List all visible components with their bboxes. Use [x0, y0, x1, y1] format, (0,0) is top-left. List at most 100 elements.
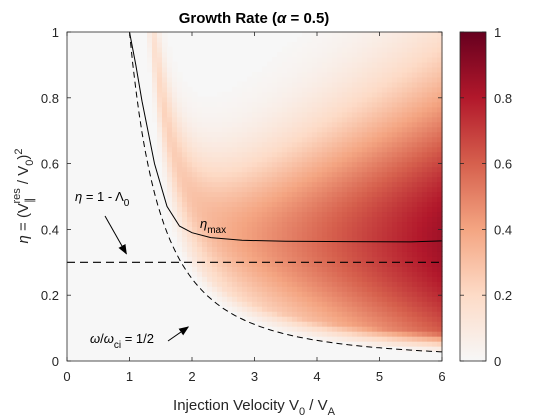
heatmap-cell [417, 301, 423, 307]
heatmap-cell [347, 61, 353, 68]
heatmap-cell [402, 341, 408, 347]
heatmap-cell [297, 91, 303, 98]
heatmap-cell [342, 136, 348, 143]
heatmap-cell [347, 161, 353, 168]
heatmap-cell [432, 221, 438, 227]
heatmap-cell [397, 186, 403, 193]
heatmap-cell [332, 186, 338, 193]
heatmap-cell [152, 36, 158, 43]
heatmap-cell [387, 41, 393, 48]
y-tick-label: 0.6 [41, 157, 59, 172]
heatmap-cell [272, 221, 278, 227]
heatmap-cell [377, 206, 383, 213]
heatmap-cell [327, 41, 333, 48]
heatmap-cell [432, 111, 438, 118]
heatmap-cell [202, 286, 208, 292]
heatmap-cell [332, 221, 338, 227]
heatmap-cell [322, 216, 328, 223]
heatmap-cell [182, 196, 188, 203]
heatmap-cell [272, 71, 278, 78]
heatmap-cell [402, 111, 408, 118]
heatmap-cell [352, 71, 358, 78]
heatmap-cell [217, 171, 223, 178]
heatmap-cell [207, 136, 213, 143]
heatmap-cell [152, 81, 158, 88]
heatmap-cell [262, 166, 268, 173]
heatmap-cell [212, 226, 218, 232]
heatmap-cell [402, 276, 408, 282]
heatmap-cell [297, 126, 303, 133]
heatmap-cell [372, 96, 378, 103]
heatmap-cell [402, 246, 408, 252]
heatmap-cell [287, 146, 293, 153]
heatmap-cell [287, 136, 293, 143]
heatmap-cell [417, 136, 423, 143]
heatmap-cell [287, 291, 293, 297]
heatmap-cell [197, 221, 203, 227]
heatmap-cell [412, 281, 418, 287]
heatmap-cell [357, 51, 363, 58]
heatmap-cell [192, 266, 198, 272]
heatmap-cell [327, 156, 333, 163]
heatmap-cell [277, 261, 283, 267]
heatmap-cell [197, 96, 203, 103]
heatmap-cell [287, 131, 293, 138]
heatmap-cell [312, 251, 318, 257]
heatmap-cell [297, 316, 303, 322]
heatmap-cell [187, 146, 193, 153]
heatmap-cell [352, 286, 358, 292]
heatmap-cell [427, 71, 433, 78]
heatmap-cell [332, 191, 338, 198]
heatmap-cell [352, 36, 358, 43]
heatmap-cell [202, 261, 208, 267]
heatmap-cell [347, 311, 353, 317]
heatmap-cell [237, 256, 243, 262]
heatmap-cell [332, 46, 338, 53]
heatmap-cell [372, 101, 378, 108]
heatmap-cell [372, 221, 378, 227]
heatmap-cell [437, 336, 443, 342]
heatmap-cell [367, 51, 373, 58]
heatmap-cell [312, 156, 318, 163]
heatmap-cell [407, 32, 413, 38]
x-tick-label: 3 [251, 369, 258, 384]
heatmap-cell [372, 131, 378, 138]
heatmap-cell [192, 251, 198, 257]
heatmap-cell [197, 151, 203, 158]
heatmap-cell [192, 271, 198, 277]
heatmap-cell [292, 196, 298, 203]
heatmap-cell [367, 296, 373, 302]
heatmap-cell [257, 111, 263, 118]
heatmap-cell [407, 56, 413, 63]
heatmap-cell [402, 126, 408, 133]
heatmap-cell [352, 46, 358, 53]
heatmap-cell [397, 151, 403, 158]
heatmap-cell [397, 51, 403, 58]
heatmap-cell [342, 111, 348, 118]
heatmap-cell [207, 146, 213, 153]
heatmap-cell [372, 121, 378, 128]
heatmap-cell [202, 216, 208, 223]
heatmap-cell [267, 246, 273, 252]
heatmap-cell [297, 191, 303, 198]
heatmap-cell [267, 136, 273, 143]
heatmap-cell [177, 171, 183, 178]
heatmap-cell [342, 286, 348, 292]
heatmap-cell [317, 96, 323, 103]
heatmap-cell [327, 291, 333, 297]
heatmap-cell [427, 321, 433, 327]
heatmap-cell [327, 141, 333, 148]
heatmap-cell [312, 231, 318, 237]
heatmap-cell [337, 141, 343, 148]
heatmap-cell [417, 236, 423, 242]
heatmap-cell [347, 131, 353, 138]
heatmap-cell [277, 111, 283, 118]
heatmap-cell [407, 281, 413, 287]
heatmap-cell [392, 271, 398, 277]
heatmap-cell [232, 301, 238, 307]
heatmap-cell [177, 76, 183, 83]
heatmap-cell [402, 191, 408, 198]
heatmap-cell [402, 91, 408, 98]
heatmap-cell [282, 316, 288, 322]
heatmap-cell [252, 261, 258, 267]
